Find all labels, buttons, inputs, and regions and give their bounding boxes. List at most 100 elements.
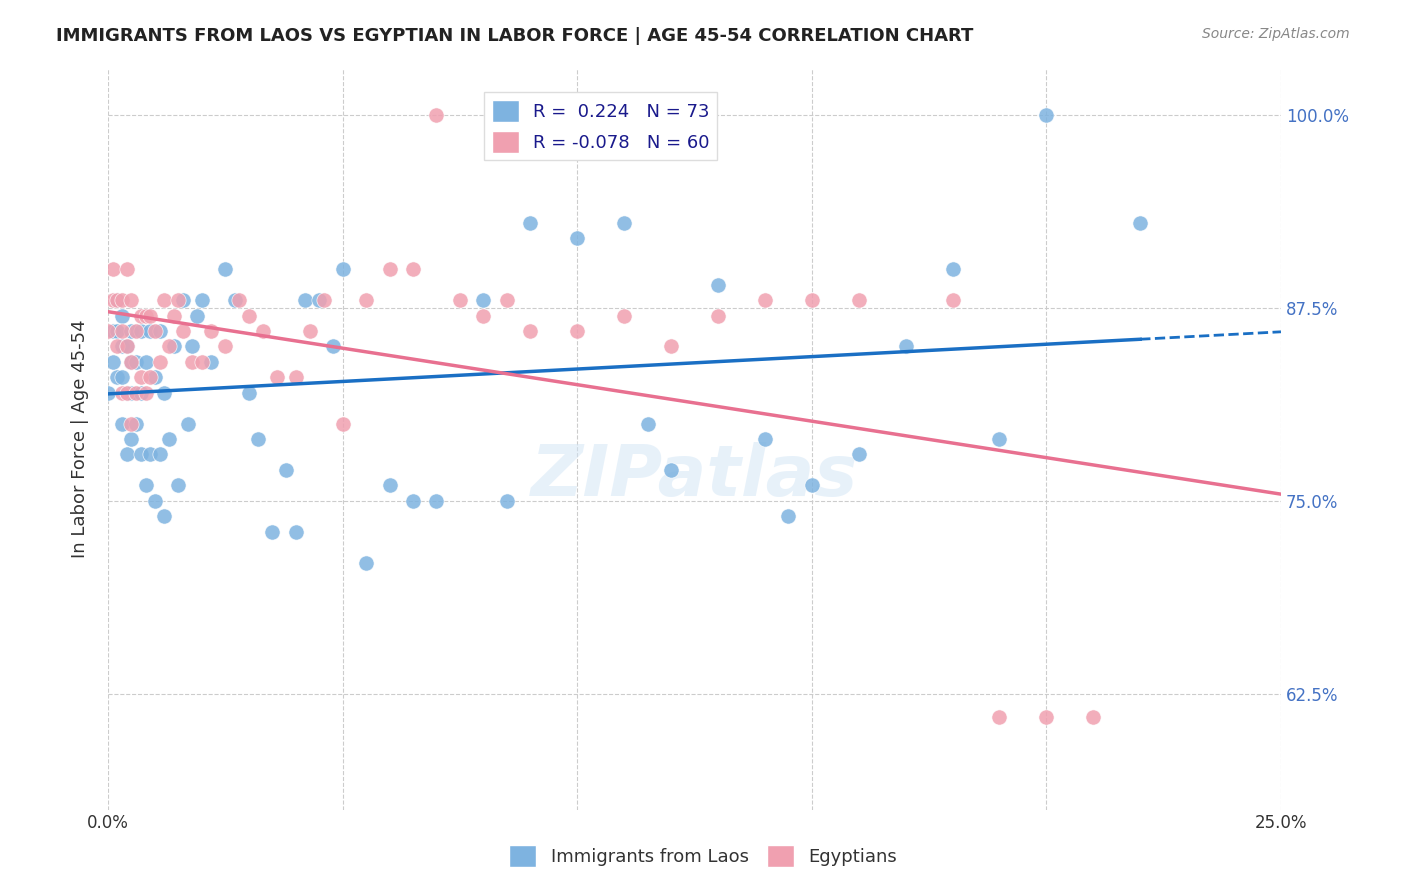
Point	[848, 293, 870, 307]
Point	[1035, 108, 1057, 122]
Point	[139, 324, 162, 338]
Point	[120, 293, 142, 307]
Point	[247, 432, 270, 446]
Point	[754, 432, 776, 446]
Point	[149, 355, 172, 369]
Point	[778, 509, 800, 524]
Point	[115, 339, 138, 353]
Point	[519, 216, 541, 230]
Point	[143, 493, 166, 508]
Point	[105, 339, 128, 353]
Point	[120, 385, 142, 400]
Point	[224, 293, 246, 307]
Point	[495, 493, 517, 508]
Point	[111, 370, 134, 384]
Point	[135, 309, 157, 323]
Point	[941, 293, 963, 307]
Point	[143, 324, 166, 338]
Point	[378, 262, 401, 277]
Text: ZIPatlas: ZIPatlas	[531, 442, 858, 510]
Point	[707, 277, 730, 292]
Point	[111, 324, 134, 338]
Point	[472, 309, 495, 323]
Point	[135, 385, 157, 400]
Point	[125, 417, 148, 431]
Point	[153, 385, 176, 400]
Point	[157, 432, 180, 446]
Point	[354, 293, 377, 307]
Point	[449, 293, 471, 307]
Point	[298, 324, 321, 338]
Point	[332, 262, 354, 277]
Point	[101, 355, 124, 369]
Point	[181, 355, 204, 369]
Point	[101, 293, 124, 307]
Point	[613, 216, 636, 230]
Point	[111, 385, 134, 400]
Point	[191, 293, 214, 307]
Legend: Immigrants from Laos, Egyptians: Immigrants from Laos, Egyptians	[502, 838, 904, 874]
Point	[266, 370, 288, 384]
Point	[472, 293, 495, 307]
Point	[139, 309, 162, 323]
Point	[115, 447, 138, 461]
Point	[800, 293, 823, 307]
Point	[402, 262, 425, 277]
Point	[139, 370, 162, 384]
Point	[167, 478, 190, 492]
Point	[284, 370, 307, 384]
Point	[284, 524, 307, 539]
Point	[163, 309, 186, 323]
Point	[181, 339, 204, 353]
Point	[139, 447, 162, 461]
Point	[120, 355, 142, 369]
Point	[1083, 710, 1105, 724]
Point	[252, 324, 274, 338]
Point	[129, 324, 152, 338]
Point	[186, 309, 208, 323]
Point	[105, 324, 128, 338]
Point	[120, 417, 142, 431]
Point	[659, 339, 682, 353]
Point	[111, 293, 134, 307]
Point	[129, 309, 152, 323]
Point	[238, 385, 260, 400]
Point	[125, 324, 148, 338]
Point	[941, 262, 963, 277]
Point	[157, 339, 180, 353]
Point	[262, 524, 284, 539]
Point	[135, 478, 157, 492]
Point	[115, 262, 138, 277]
Point	[111, 417, 134, 431]
Point	[172, 324, 194, 338]
Point	[172, 293, 194, 307]
Point	[111, 339, 134, 353]
Point	[425, 493, 447, 508]
Point	[228, 293, 250, 307]
Point	[111, 309, 134, 323]
Point	[143, 370, 166, 384]
Point	[214, 339, 236, 353]
Point	[129, 385, 152, 400]
Point	[332, 417, 354, 431]
Y-axis label: In Labor Force | Age 45-54: In Labor Force | Age 45-54	[72, 319, 89, 558]
Legend: R =  0.224   N = 73, R = -0.078   N = 60: R = 0.224 N = 73, R = -0.078 N = 60	[485, 93, 717, 160]
Point	[1129, 216, 1152, 230]
Point	[101, 324, 124, 338]
Point	[988, 710, 1011, 724]
Point	[1035, 710, 1057, 724]
Point	[153, 293, 176, 307]
Point	[354, 556, 377, 570]
Point	[105, 293, 128, 307]
Point	[312, 293, 335, 307]
Text: Source: ZipAtlas.com: Source: ZipAtlas.com	[1202, 27, 1350, 41]
Text: IMMIGRANTS FROM LAOS VS EGYPTIAN IN LABOR FORCE | AGE 45-54 CORRELATION CHART: IMMIGRANTS FROM LAOS VS EGYPTIAN IN LABO…	[56, 27, 973, 45]
Point	[754, 293, 776, 307]
Point	[519, 324, 541, 338]
Point	[707, 309, 730, 323]
Point	[214, 262, 236, 277]
Point	[425, 108, 447, 122]
Point	[125, 355, 148, 369]
Point	[105, 293, 128, 307]
Point	[120, 324, 142, 338]
